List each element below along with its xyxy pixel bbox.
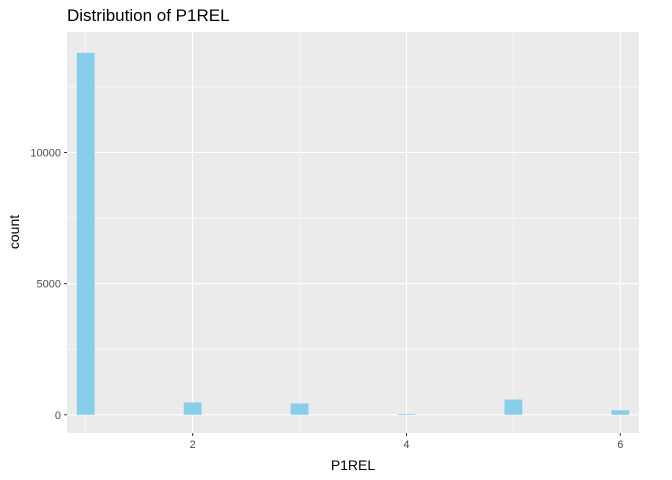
- x-tick-label: 2: [190, 439, 196, 451]
- x-axis: 2 4 6: [190, 433, 623, 451]
- y-tick-label: 5000: [37, 279, 61, 291]
- y-axis: 0 5000 10000: [30, 148, 67, 422]
- x-tick-label: 4: [403, 439, 409, 451]
- grid-major: [67, 32, 639, 433]
- histogram-bar: [76, 52, 95, 415]
- y-axis-title: count: [6, 215, 22, 249]
- plot-panel: [67, 32, 639, 433]
- x-axis-title: P1REL: [331, 457, 376, 473]
- x-tick-label: 6: [617, 439, 623, 451]
- bars: [76, 52, 630, 415]
- grid-minor: [67, 32, 639, 433]
- histogram-bar: [183, 402, 202, 415]
- histogram-bar: [504, 399, 523, 415]
- y-tick-label: 10000: [30, 148, 61, 160]
- histogram-bar: [611, 410, 630, 415]
- y-tick-label: 0: [55, 410, 61, 422]
- chart-title: Distribution of P1REL: [67, 6, 230, 25]
- histogram-bar: [290, 403, 309, 415]
- histogram-bar: [397, 413, 416, 415]
